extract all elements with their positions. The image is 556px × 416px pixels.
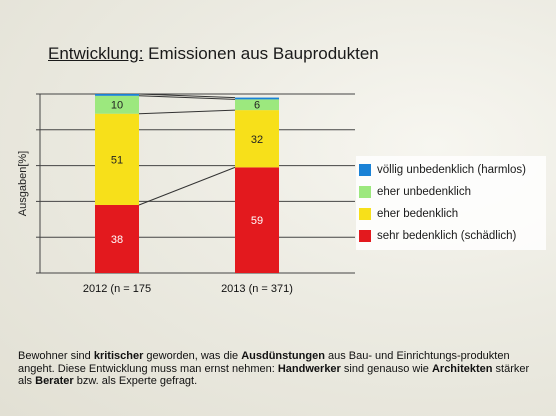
- bar-segment: [95, 94, 139, 96]
- x-tick-label: 2012 (n = 175: [83, 283, 151, 295]
- data-label: 59: [251, 215, 263, 227]
- caption-bold: kritischer: [93, 350, 144, 362]
- legend-item: völlig unbedenklich (harmlos): [356, 159, 546, 181]
- caption-bold: Architekten: [431, 362, 493, 375]
- connector-line: [138, 95, 236, 100]
- caption-segment: Bewohner sind: [18, 350, 94, 362]
- data-label: 51: [111, 154, 123, 166]
- legend-item: sehr bedenklich (schädlich): [356, 225, 546, 247]
- legend-label: eher unbedenklich: [377, 186, 471, 198]
- caption-segment: aus Bau- und Einrichtungs-produkten ange…: [18, 350, 510, 375]
- bar-segment: [95, 204, 139, 273]
- bar-segment: [235, 167, 279, 273]
- caption-bold: Ausdünstungen: [241, 350, 325, 362]
- legend-swatch: [359, 186, 371, 198]
- caption-text: Bewohner sind kritischer geworden, was d…: [18, 350, 546, 388]
- legend-swatch: [359, 208, 371, 220]
- chart-legend: völlig unbedenklich (harmlos) eher unbede…: [356, 156, 546, 250]
- bar-segment: [95, 95, 139, 114]
- data-label: 10: [111, 100, 123, 112]
- caption-bold: Berater: [35, 375, 74, 387]
- caption-segment: bzw. als Experte gefragt.: [73, 375, 198, 387]
- legend-item: eher bedenklich: [356, 203, 546, 225]
- title-rest: Emissionen aus Bauprodukten: [143, 44, 379, 63]
- caption-segment: stärker als: [18, 362, 530, 388]
- connector-line: [138, 93, 236, 99]
- legend-swatch: [359, 164, 371, 176]
- title-underlined: Entwicklung:: [48, 44, 144, 63]
- caption-segment: sind genauso wie: [340, 362, 432, 375]
- x-tick-label: 2013 (n = 371): [221, 283, 293, 295]
- bar-segment: [235, 97, 279, 100]
- bar-segment: [235, 110, 279, 168]
- caption-bold: Handwerker: [277, 362, 341, 375]
- legend-label: sehr bedenklich (schädlich): [377, 230, 517, 242]
- data-label: 6: [254, 100, 260, 112]
- legend-swatch: [359, 230, 371, 242]
- legend-item: eher unbedenklich: [356, 181, 546, 203]
- legend-label: völlig unbedenklich (harmlos): [377, 164, 526, 176]
- bar-segment: [235, 99, 279, 111]
- y-axis-label: Ausgaben[%]: [17, 151, 29, 216]
- data-label: 38: [111, 234, 123, 246]
- legend-label: eher bedenklich: [377, 208, 459, 220]
- connector-line: [138, 166, 236, 206]
- connector-line: [138, 109, 236, 115]
- data-label: 32: [251, 134, 263, 146]
- bar-segment: [95, 113, 139, 205]
- chart-title: Entwicklung: Emissionen aus Bauprodukten: [48, 44, 379, 64]
- caption-segment: geworden, was die: [143, 350, 242, 362]
